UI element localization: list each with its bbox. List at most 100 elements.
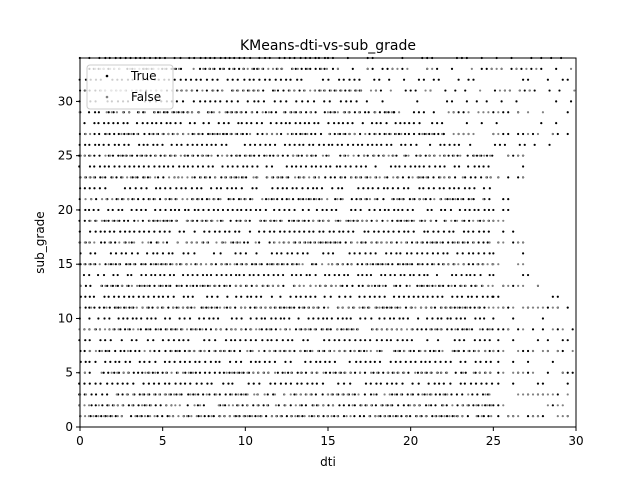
data-point bbox=[175, 263, 178, 266]
data-point bbox=[293, 349, 296, 353]
data-point bbox=[320, 67, 323, 70]
data-point bbox=[425, 176, 428, 179]
data-point bbox=[467, 349, 470, 353]
data-point bbox=[234, 273, 238, 277]
data-point bbox=[472, 404, 475, 407]
data-point bbox=[268, 230, 271, 233]
data-point bbox=[97, 404, 100, 407]
data-point bbox=[367, 187, 370, 190]
data-point bbox=[314, 273, 317, 277]
data-point bbox=[185, 284, 188, 288]
data-point bbox=[106, 382, 109, 385]
data-point bbox=[107, 263, 110, 266]
data-point bbox=[83, 154, 86, 157]
data-point bbox=[213, 371, 216, 374]
data-point bbox=[396, 219, 399, 222]
data-point bbox=[440, 132, 444, 136]
data-point bbox=[483, 317, 486, 320]
data-point bbox=[339, 154, 342, 157]
data-point bbox=[153, 415, 156, 418]
data-point bbox=[258, 230, 261, 233]
data-point bbox=[199, 404, 202, 407]
data-point bbox=[223, 306, 226, 309]
data-point bbox=[498, 143, 502, 146]
data-point bbox=[267, 284, 270, 288]
data-point bbox=[469, 382, 473, 385]
data-point bbox=[274, 328, 277, 331]
data-point bbox=[89, 284, 92, 288]
data-point bbox=[459, 360, 462, 363]
data-point bbox=[492, 111, 495, 114]
data-point bbox=[98, 154, 101, 157]
data-point bbox=[128, 360, 132, 363]
data-point bbox=[143, 132, 146, 136]
data-point bbox=[351, 67, 354, 70]
data-point bbox=[262, 284, 265, 288]
data-point bbox=[117, 208, 120, 212]
data-point bbox=[435, 273, 439, 277]
data-point bbox=[188, 360, 191, 363]
data-point bbox=[404, 89, 407, 92]
data-point bbox=[271, 89, 275, 92]
series-false bbox=[78, 67, 576, 418]
data-point bbox=[345, 328, 348, 331]
data-point bbox=[386, 382, 389, 385]
data-point bbox=[216, 317, 220, 320]
data-point bbox=[377, 415, 380, 418]
data-point bbox=[321, 393, 324, 396]
data-point bbox=[99, 382, 102, 385]
data-point bbox=[283, 230, 286, 233]
data-point bbox=[423, 349, 426, 353]
data-point bbox=[220, 241, 224, 244]
data-point bbox=[535, 67, 538, 70]
data-point bbox=[383, 306, 386, 309]
data-point bbox=[540, 67, 543, 70]
data-point bbox=[112, 122, 115, 125]
data-point bbox=[103, 415, 106, 418]
data-point bbox=[286, 263, 289, 266]
data-point bbox=[252, 176, 255, 179]
data-point bbox=[432, 176, 435, 179]
data-point bbox=[401, 176, 405, 179]
data-point bbox=[480, 382, 483, 385]
y-tick-label: 0 bbox=[65, 420, 73, 434]
data-point bbox=[273, 360, 277, 363]
data-point bbox=[371, 143, 374, 146]
data-point bbox=[252, 273, 255, 277]
data-point bbox=[333, 132, 336, 136]
data-point bbox=[255, 187, 258, 190]
data-point bbox=[365, 263, 368, 266]
data-point bbox=[153, 197, 157, 201]
data-point bbox=[546, 78, 549, 81]
data-point bbox=[234, 415, 237, 418]
data-point bbox=[438, 382, 441, 385]
data-point bbox=[174, 219, 177, 222]
data-point bbox=[374, 165, 377, 168]
data-point bbox=[485, 154, 489, 157]
data-point bbox=[210, 295, 214, 298]
data-point bbox=[117, 295, 120, 298]
data-point bbox=[410, 339, 413, 342]
data-point bbox=[104, 339, 107, 342]
data-point bbox=[125, 263, 128, 266]
data-point bbox=[143, 111, 146, 114]
data-point bbox=[110, 371, 113, 374]
data-point bbox=[217, 122, 220, 125]
data-point bbox=[452, 154, 456, 157]
data-point bbox=[278, 230, 282, 233]
data-point bbox=[130, 273, 133, 277]
data-point bbox=[157, 284, 160, 288]
data-point bbox=[365, 349, 368, 353]
data-point bbox=[88, 273, 91, 277]
data-point bbox=[113, 143, 116, 146]
data-point bbox=[472, 78, 475, 81]
data-point bbox=[306, 382, 309, 385]
data-point bbox=[521, 273, 525, 277]
data-point bbox=[407, 132, 410, 136]
data-point bbox=[417, 404, 421, 407]
data-point bbox=[141, 371, 144, 374]
data-point bbox=[451, 404, 454, 407]
data-point bbox=[270, 317, 273, 320]
data-point bbox=[353, 306, 356, 309]
data-point bbox=[140, 273, 143, 277]
